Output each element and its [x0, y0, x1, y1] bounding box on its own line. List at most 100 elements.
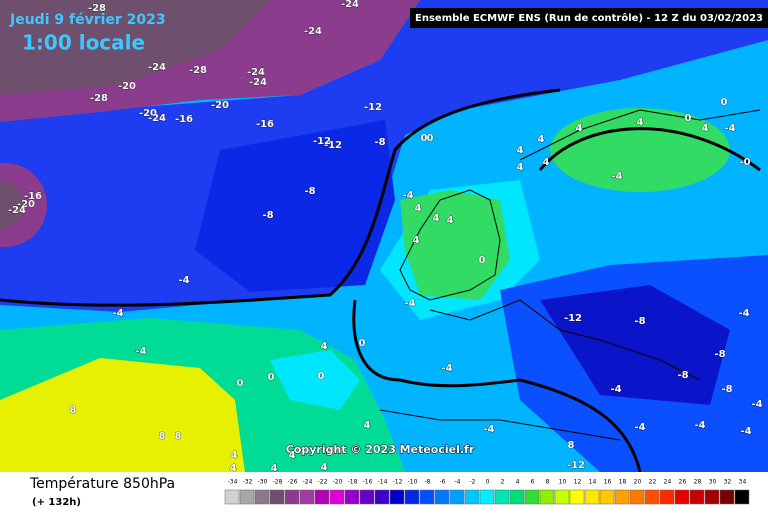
scale-label: -20 — [333, 479, 343, 486]
isotherm-label: -20 — [118, 81, 136, 92]
scale-label: -14 — [378, 479, 388, 486]
scale-label: 4 — [516, 479, 520, 486]
isotherm-label: 0 — [268, 372, 275, 383]
scale-label: 20 — [634, 479, 642, 486]
scale-swatch — [644, 489, 660, 505]
scale-label: 22 — [649, 479, 657, 486]
scale-swatch — [569, 489, 585, 505]
scale-label: 6 — [531, 479, 535, 486]
scale-label: 30 — [709, 479, 717, 486]
scale-label: -22 — [318, 479, 328, 486]
scale-label: -34 — [228, 479, 238, 486]
isotherm-label: -4 — [751, 399, 762, 410]
scale-label: -26 — [288, 479, 298, 486]
isotherm-label: -20 — [17, 199, 35, 210]
map-field — [0, 0, 768, 473]
isotherm-label: -24 — [249, 77, 267, 88]
scale-label: 24 — [664, 479, 672, 486]
scale-label: -2 — [470, 479, 476, 486]
scale-swatch — [509, 489, 525, 505]
isotherm-label: -12 — [364, 102, 382, 113]
isotherm-label: 8 — [70, 405, 77, 416]
isotherm-label: -4 — [634, 422, 645, 433]
scale-swatch — [269, 489, 285, 505]
scale-swatch — [599, 489, 615, 505]
scale-swatch — [479, 489, 495, 505]
scale-label: 16 — [604, 479, 612, 486]
isotherm-label: -24 — [247, 67, 265, 78]
scale-swatch — [299, 489, 315, 505]
isotherm-label: 8 — [159, 431, 166, 442]
isotherm-label: -24 — [148, 113, 166, 124]
scale-label: 26 — [679, 479, 687, 486]
isotherm-label: 0 — [427, 133, 434, 144]
local-time: 1:00 locale — [22, 31, 145, 55]
isotherm-label: 4 — [415, 203, 422, 214]
date: Jeudi 9 février 2023 — [9, 12, 166, 28]
isotherm-label: 4 — [321, 462, 328, 473]
scale-label: 12 — [574, 479, 582, 486]
legend-title: Température 850hPa — [29, 476, 175, 492]
isotherm-label: 4 — [271, 463, 278, 474]
scale-swatch — [539, 489, 555, 505]
scale-swatch — [329, 489, 345, 505]
scale-swatch — [314, 489, 330, 505]
isotherm-label: -4 — [740, 426, 751, 437]
isotherm-label: 4 — [289, 450, 296, 461]
isotherm-label: -4 — [135, 346, 146, 357]
isotherm-label: -0 — [739, 157, 750, 168]
scale-label: -32 — [243, 479, 253, 486]
scale-swatch — [554, 489, 570, 505]
scale-swatch — [239, 489, 255, 505]
scale-swatch — [614, 489, 630, 505]
isotherm-label: 4 — [231, 450, 238, 461]
isotherm-label: 0 — [359, 338, 366, 349]
isotherm-label: 4 — [538, 134, 545, 145]
isotherm-label: -24 — [148, 62, 166, 73]
isotherm-label: 0 — [421, 133, 428, 144]
isotherm-label: -12 — [567, 460, 585, 471]
scale-swatch — [524, 489, 540, 505]
isotherm-label: -4 — [694, 420, 705, 431]
scale-swatch — [629, 489, 645, 505]
scale-swatch — [389, 489, 405, 505]
isotherm-label: 4 — [433, 213, 440, 224]
scale-swatch — [224, 489, 240, 505]
scale-swatch — [689, 489, 705, 505]
isotherm-label: 0 — [721, 97, 728, 108]
isotherm-label: -24 — [8, 205, 26, 216]
isotherm-label: -16 — [175, 114, 193, 125]
isotherm-label: -8 — [304, 186, 315, 197]
scale-swatch — [344, 489, 360, 505]
isotherm-label: 8 — [175, 431, 182, 442]
lead-time: (+ 132h) — [32, 497, 81, 508]
scale-label: -10 — [408, 479, 418, 486]
scale-swatch — [464, 489, 480, 505]
isotherm-label: 4 — [413, 235, 420, 246]
isotherm-label: 4 — [637, 117, 644, 128]
isotherm-label: -4 — [611, 171, 622, 182]
copyright: Copyright © 2023 Meteociel.fr — [286, 443, 475, 456]
isotherm-label: -4 — [112, 308, 123, 319]
scale-swatch — [419, 489, 435, 505]
isotherm-label: -4 — [404, 298, 415, 309]
scale-swatch — [374, 489, 390, 505]
isotherm-label: 4 — [517, 145, 524, 156]
isotherm-label: -24 — [304, 26, 322, 37]
isotherm-label: -4 — [441, 363, 452, 374]
scale-swatch — [284, 489, 300, 505]
isotherm-label: -8 — [721, 384, 732, 395]
isotherm-label: 8 — [568, 440, 575, 451]
scale-label: -4 — [455, 479, 461, 486]
scale-swatch — [359, 489, 375, 505]
isotherm-label: -4 — [483, 424, 494, 435]
isotherm-labels: -28 -24-24-24 -28 -24-24-20-28-20-20-24 -16-… — [8, 0, 763, 474]
isotherm-label: 4 — [364, 420, 371, 431]
scale-swatch — [584, 489, 600, 505]
isotherm-label: -28 — [189, 65, 207, 76]
scale-label: 28 — [694, 479, 702, 486]
isotherm-label: -16 — [256, 119, 274, 130]
isotherm-label: -12 — [564, 313, 582, 324]
scale-label: 32 — [724, 479, 732, 486]
